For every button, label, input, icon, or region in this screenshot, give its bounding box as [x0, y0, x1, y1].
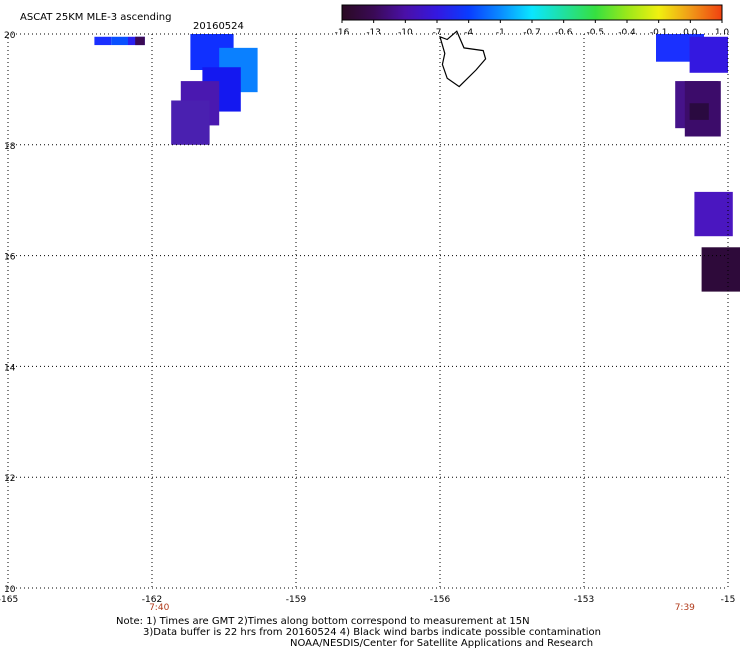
colorbar-tick-label: -0.6 — [555, 28, 573, 38]
wind-cell — [171, 100, 210, 145]
wind-cell — [689, 36, 728, 73]
latitude-label: 14 — [4, 363, 16, 373]
wind-cell — [694, 191, 733, 237]
pass-time-label: 7:39 — [675, 603, 695, 613]
latitude-labels: 20 18 16 14 12 10 — [4, 31, 16, 595]
colorbar-tick-labels: -16 -13 -10 -7 -4 -1 -0.7 -0.6 -0.5 -0.4 -0.1 0.0 1.… — [335, 20, 730, 38]
longitude-label: -162 — [142, 595, 162, 605]
map-date: 20160524 — [193, 21, 244, 32]
pass-time-label: 7:40 — [149, 603, 169, 613]
latitude-label: 12 — [4, 474, 15, 484]
latitude-label: 20 — [4, 31, 16, 41]
colorbar-gradient — [341, 4, 723, 21]
note-line-2: 3)Data buffer is 22 hrs from 20160524 4)… — [143, 627, 601, 638]
note-line-3: NOAA/NESDIS/Center for Satellite Applica… — [290, 638, 594, 649]
latitude-label: 18 — [4, 142, 16, 152]
colorbar-tick-label: 1.0 — [715, 28, 730, 38]
longitude-label: -165 — [0, 595, 18, 605]
colorbar-tick-label: -0.5 — [587, 28, 605, 38]
wind-cell — [94, 36, 112, 46]
colorbar — [341, 4, 723, 21]
longitude-label: -15 — [721, 595, 736, 605]
colorbar-tick-label: -0.1 — [650, 28, 668, 38]
lat-lon-grid — [7, 33, 729, 589]
wind-cells — [94, 34, 740, 292]
colorbar-tick-label: -4 — [464, 28, 473, 38]
time-labels: 7:40 7:39 — [149, 603, 695, 613]
colorbar-tick-label: -16 — [335, 28, 350, 38]
map-title: ASCAT 25KM MLE-3 ascending — [20, 12, 171, 23]
colorbar-tick-label: -1 — [496, 28, 505, 38]
island-outline — [439, 30, 487, 88]
colorbar-tick-label: -10 — [398, 28, 413, 38]
colorbar-tick-label: -0.4 — [618, 28, 636, 38]
wind-cell — [135, 36, 145, 46]
wind-cell — [689, 103, 709, 120]
latitude-label: 10 — [4, 585, 16, 595]
wind-cell — [701, 247, 740, 292]
colorbar-tick-label: -13 — [366, 28, 381, 38]
longitude-labels: -165 -162 -159 -156 -153 -15 — [0, 595, 735, 605]
longitude-label: -156 — [430, 595, 451, 605]
colorbar-tick-label: -0.7 — [523, 28, 541, 38]
plot-area — [7, 30, 740, 589]
longitude-label: -159 — [286, 595, 307, 605]
latitude-label: 16 — [4, 253, 16, 263]
note-line-1: Note: 1) Times are GMT 2)Times along bot… — [116, 616, 530, 627]
colorbar-tick-label: -7 — [433, 28, 442, 38]
wind-cell — [111, 36, 128, 46]
plot-background — [8, 34, 728, 588]
colorbar-tick-label: 0.0 — [683, 28, 698, 38]
longitude-label: -153 — [574, 595, 594, 605]
